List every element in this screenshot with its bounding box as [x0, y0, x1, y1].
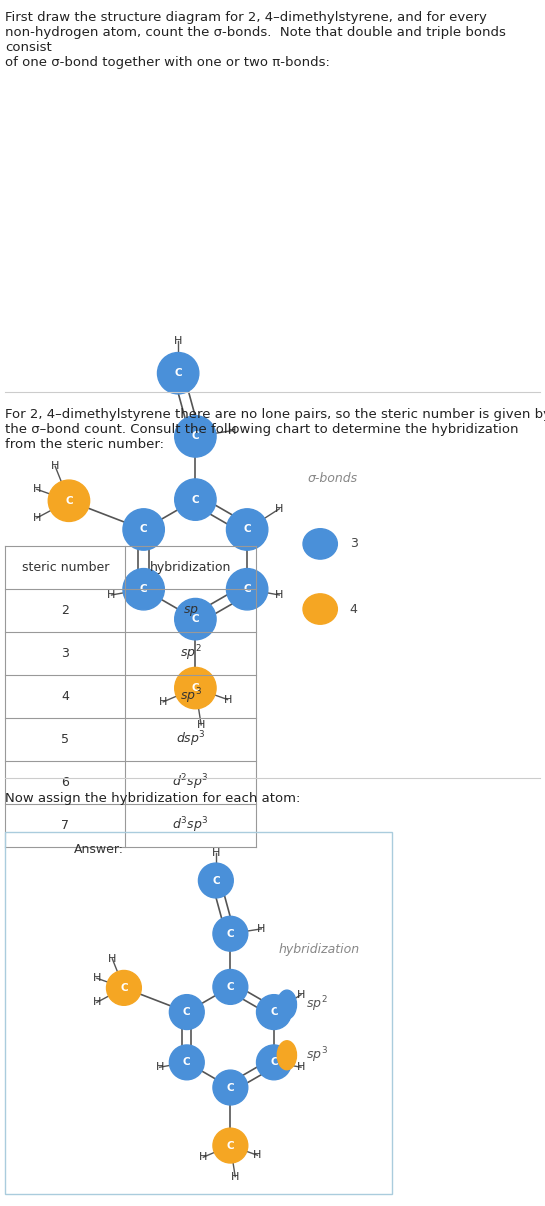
Text: C: C: [212, 876, 220, 885]
Text: $dsp^3$: $dsp^3$: [176, 730, 205, 749]
Text: σ-bonds: σ-bonds: [308, 473, 358, 485]
Text: H: H: [253, 1151, 262, 1160]
Text: C: C: [140, 584, 148, 595]
Circle shape: [257, 1044, 292, 1079]
Circle shape: [257, 995, 292, 1030]
Text: C: C: [227, 1141, 234, 1151]
Text: H: H: [107, 590, 116, 601]
Text: H: H: [199, 1152, 208, 1163]
Circle shape: [198, 863, 233, 898]
Circle shape: [277, 1041, 296, 1070]
Circle shape: [213, 917, 248, 952]
Circle shape: [169, 1044, 204, 1079]
Text: $d^2sp^3$: $d^2sp^3$: [172, 773, 209, 792]
Text: C: C: [192, 683, 199, 693]
Text: H: H: [228, 426, 237, 435]
Text: C: C: [183, 1058, 191, 1067]
Circle shape: [213, 1128, 248, 1163]
Text: C: C: [227, 929, 234, 938]
Text: C: C: [270, 1058, 278, 1067]
Text: H: H: [159, 697, 167, 707]
Text: $sp^3$: $sp^3$: [180, 686, 202, 707]
Text: C: C: [243, 584, 251, 595]
Text: 7: 7: [62, 819, 69, 832]
Text: C: C: [270, 1007, 278, 1017]
Circle shape: [123, 509, 165, 550]
Text: 4: 4: [350, 603, 358, 615]
Circle shape: [175, 667, 216, 709]
Text: 4: 4: [62, 690, 69, 703]
Text: H: H: [155, 1062, 164, 1072]
Text: H: H: [275, 504, 283, 514]
Text: C: C: [227, 982, 234, 991]
Text: C: C: [140, 525, 148, 534]
Text: C: C: [174, 368, 182, 379]
Text: H: H: [297, 990, 305, 1000]
Text: C: C: [227, 1083, 234, 1093]
Text: 6: 6: [62, 775, 69, 789]
Text: C: C: [192, 614, 199, 625]
Text: H: H: [231, 1171, 239, 1182]
Text: Answer:: Answer:: [74, 843, 124, 856]
Text: C: C: [243, 525, 251, 534]
Text: H: H: [174, 336, 183, 346]
Text: C: C: [65, 496, 73, 505]
Text: First draw the structure diagram for 2, 4–dimethylstyrene, and for every
non-hyd: First draw the structure diagram for 2, …: [5, 11, 506, 69]
Text: C: C: [192, 494, 199, 504]
Circle shape: [49, 480, 89, 521]
Text: H: H: [223, 695, 232, 704]
Text: H: H: [275, 590, 283, 601]
Circle shape: [213, 1070, 248, 1105]
Text: H: H: [51, 461, 59, 472]
Text: H: H: [297, 1062, 305, 1072]
Text: H: H: [211, 849, 220, 859]
Circle shape: [227, 509, 268, 550]
Text: H: H: [93, 973, 101, 983]
Circle shape: [303, 593, 337, 625]
Text: $sp^2$: $sp^2$: [306, 995, 328, 1014]
Text: 5: 5: [62, 733, 69, 747]
Circle shape: [175, 479, 216, 520]
Text: $sp$: $sp$: [183, 603, 199, 617]
Text: H: H: [33, 485, 41, 494]
Text: $sp^2$: $sp^2$: [180, 644, 202, 663]
Circle shape: [303, 528, 337, 560]
Text: hybridization: hybridization: [278, 943, 360, 956]
Text: H: H: [93, 997, 101, 1007]
Text: steric number: steric number: [22, 561, 109, 574]
Circle shape: [175, 416, 216, 457]
Text: H: H: [197, 720, 205, 730]
Text: H: H: [108, 954, 117, 964]
Text: C: C: [120, 983, 128, 993]
Circle shape: [277, 990, 296, 1019]
Text: For 2, 4–dimethylstyrene there are no lone pairs, so the steric number is given : For 2, 4–dimethylstyrene there are no lo…: [5, 408, 545, 451]
Text: H: H: [33, 513, 41, 523]
Circle shape: [213, 970, 248, 1005]
Text: C: C: [183, 1007, 191, 1017]
Circle shape: [158, 352, 199, 394]
Text: Now assign the hybridization for each atom:: Now assign the hybridization for each at…: [5, 792, 301, 804]
Text: hybridization: hybridization: [150, 561, 232, 574]
Text: H: H: [257, 924, 265, 933]
Text: 3: 3: [350, 538, 358, 550]
Text: 3: 3: [62, 648, 69, 660]
Circle shape: [123, 568, 165, 610]
Circle shape: [106, 971, 141, 1006]
Circle shape: [169, 995, 204, 1030]
Circle shape: [227, 568, 268, 610]
Text: $sp^3$: $sp^3$: [306, 1046, 328, 1065]
Text: C: C: [192, 432, 199, 441]
Text: $d^3sp^3$: $d^3sp^3$: [172, 815, 209, 836]
Text: 2: 2: [62, 604, 69, 617]
Circle shape: [175, 598, 216, 640]
